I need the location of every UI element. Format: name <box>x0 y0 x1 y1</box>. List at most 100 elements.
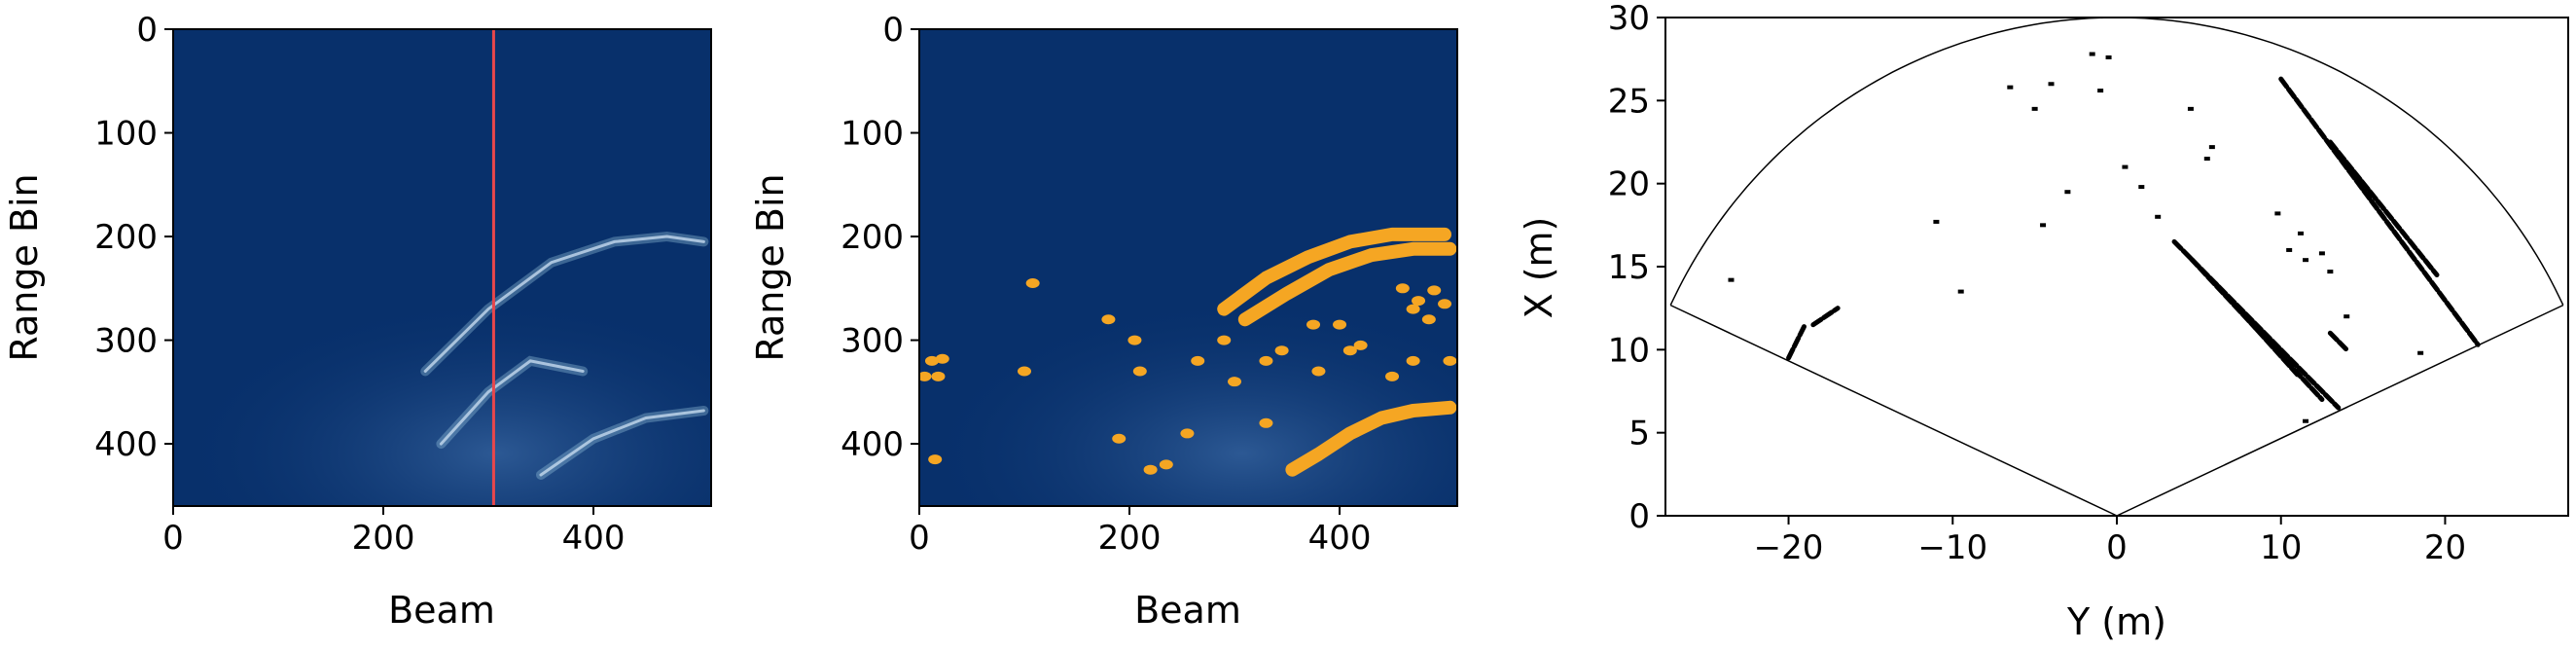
detection-arc <box>1285 400 1457 477</box>
x-tick-label: 0 <box>2106 528 2128 567</box>
detection-point <box>1385 371 1400 381</box>
detection-point <box>928 454 943 465</box>
detection-point <box>1143 464 1158 475</box>
point-cloud-segment <box>2327 139 2440 278</box>
point-cloud-point <box>2031 106 2038 111</box>
detection-arcs <box>1217 227 1457 477</box>
point-cloud-point <box>2187 106 2194 111</box>
y-tick-label: 25 <box>1608 82 1650 121</box>
y-tick-label: 200 <box>94 218 158 257</box>
heatmap-noise-glow <box>173 243 711 506</box>
detection-points <box>919 277 1457 475</box>
x-axis-label: Y (m) <box>2066 600 2166 643</box>
point-cloud-point <box>2417 350 2424 355</box>
x-tick-label: 0 <box>909 519 930 558</box>
detection-point <box>1412 296 1426 307</box>
detection-point <box>1395 283 1410 294</box>
y-axis-ticks: 0 5 10 15 20 25 30 <box>1608 0 1665 536</box>
detection-point <box>1306 319 1321 330</box>
point-cloud-segment <box>2212 280 2301 378</box>
x-axis-ticks: 0 200 400 <box>162 506 625 558</box>
detection-point <box>1180 428 1195 439</box>
y-tick-label: 400 <box>841 425 904 464</box>
point-cloud-points <box>1728 52 2424 423</box>
detection-point <box>1406 355 1420 366</box>
y-tick-label: 10 <box>1608 331 1650 370</box>
point-cloud-point <box>2007 85 2014 90</box>
detection-point <box>1438 299 1452 309</box>
detection-point <box>1025 277 1040 288</box>
point-cloud-segment <box>1810 306 1841 328</box>
x-tick-label: 400 <box>1308 519 1372 558</box>
point-cloud-point <box>2040 223 2047 228</box>
x-axis-ticks: −20 −10 0 10 20 <box>1754 516 2466 567</box>
detection-point <box>1101 314 1116 325</box>
detection-point <box>924 355 939 366</box>
point-cloud-point <box>2048 82 2055 87</box>
pointcloud-panel: −20 −10 0 10 20 0 5 10 15 20 25 30 Y (m) X (m) <box>1518 0 2569 643</box>
detection-point <box>1406 304 1420 314</box>
detection-point <box>1018 366 1032 377</box>
x-axis-label: Beam <box>1134 589 1241 632</box>
heatmap-frame <box>918 28 1458 507</box>
detection-point <box>1259 355 1273 366</box>
detection-point <box>1342 345 1357 356</box>
detection-point <box>1421 314 1436 325</box>
y-tick-label: 15 <box>1608 248 1650 287</box>
detection-point <box>919 371 932 381</box>
detection-point <box>1443 355 1457 366</box>
point-cloud-point <box>2155 214 2162 219</box>
detection-point <box>1217 335 1232 345</box>
y-tick-label: 0 <box>1628 497 1650 536</box>
point-cloud-point <box>2303 418 2309 423</box>
detection-point <box>1191 355 1205 366</box>
point-cloud-point <box>2138 185 2145 190</box>
point-cloud-segments <box>1786 76 2481 411</box>
y-axis-label: Range Bin <box>3 173 46 361</box>
bright-arc <box>423 235 705 373</box>
detection-point <box>1159 459 1173 470</box>
x-axis-ticks: 0 200 400 <box>909 506 1371 558</box>
point-cloud-point <box>2064 190 2071 195</box>
point-cloud-point <box>2274 211 2281 216</box>
point-cloud-point <box>2286 247 2293 252</box>
x-tick-label: 400 <box>562 519 626 558</box>
bright-arc <box>539 409 705 477</box>
y-tick-label: 100 <box>94 115 158 154</box>
point-cloud-point <box>2297 231 2304 235</box>
detection-point <box>1259 417 1273 428</box>
y-axis-ticks: 0 100 200 300 400 <box>94 11 173 464</box>
detection-point <box>1333 319 1347 330</box>
y-tick-label: 20 <box>1608 165 1650 204</box>
y-tick-label: 100 <box>841 115 904 154</box>
detection-point <box>1353 340 1368 350</box>
x-tick-label: −10 <box>1917 528 1987 567</box>
fov-right-edge <box>2116 304 2564 517</box>
x-tick-label: 0 <box>162 519 184 558</box>
y-tick-label: 0 <box>882 11 904 50</box>
y-tick-label: 300 <box>94 322 158 361</box>
y-axis-ticks: 0 100 200 300 400 <box>841 11 919 464</box>
point-cloud-segment <box>2278 76 2481 347</box>
point-cloud-point <box>2318 251 2325 256</box>
point-cloud-point <box>2122 164 2129 169</box>
y-tick-label: 0 <box>136 11 158 50</box>
heatmap-bright-arcs <box>420 231 709 480</box>
x-tick-label: −20 <box>1754 528 1824 567</box>
detection-point <box>1427 285 1442 296</box>
detection-point <box>1228 377 1242 387</box>
sonar-heatmap-panel: 0 200 400 0 100 200 300 400 Beam Range Bin <box>3 11 712 632</box>
detection-point <box>1127 335 1142 345</box>
y-tick-label: 30 <box>1608 0 1650 38</box>
detection-arc <box>1237 241 1457 327</box>
sonar-detections-panel: 0 200 400 0 100 200 300 400 Beam Range Bin <box>749 11 1458 632</box>
point-cloud-segment <box>1786 322 1807 361</box>
y-axis-label: X (m) <box>1518 217 1560 319</box>
heatmap-noise-glow <box>919 243 1457 506</box>
point-cloud-point <box>1728 277 1735 282</box>
point-cloud-point <box>2089 52 2095 56</box>
detection-point <box>1132 366 1147 377</box>
x-tick-label: 200 <box>352 519 415 558</box>
y-axis-label: Range Bin <box>749 173 792 361</box>
